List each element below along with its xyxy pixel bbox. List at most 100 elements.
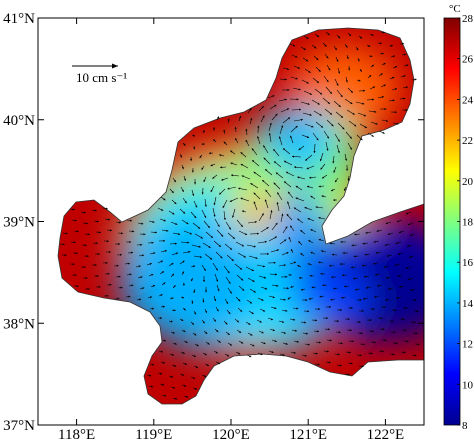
scale-vector: 10 cm s⁻¹: [72, 63, 127, 85]
current-vector-head-icon: [390, 44, 393, 47]
current-vector-head-icon: [297, 218, 300, 221]
current-vector-head-icon: [285, 226, 288, 229]
current-vector-head-icon: [210, 164, 213, 167]
current-vector-head-icon: [328, 68, 331, 71]
colorbar-tick-label: 22: [462, 135, 473, 147]
current-vector-head-icon: [268, 133, 271, 136]
current-vector-head-icon: [245, 128, 248, 131]
current-vector-head-icon: [225, 322, 228, 325]
current-vector-head-icon: [230, 150, 233, 153]
current-vector-head-icon: [373, 240, 376, 243]
current-vector-head-icon: [337, 150, 340, 154]
current-vector-head-icon: [107, 218, 110, 221]
current-vector-head-icon: [108, 250, 111, 254]
current-vector-head-icon: [94, 209, 97, 212]
current-vector-head-icon: [238, 299, 241, 302]
current-vector-head-icon: [236, 320, 239, 323]
current-vector-head-icon: [218, 340, 221, 343]
current-vector-head-icon: [213, 319, 216, 322]
current-vector-head-icon: [164, 394, 167, 397]
current-vector-head-icon: [286, 251, 289, 254]
current-vector-head-icon: [259, 320, 262, 323]
current-vector-head-icon: [384, 339, 387, 342]
current-vector-head-icon: [283, 264, 286, 267]
current-vector-head-icon: [162, 305, 165, 308]
current-vector-head-icon: [365, 231, 368, 234]
current-vector-head-icon: [106, 294, 109, 297]
current-vector-head-icon: [375, 122, 378, 125]
colorbar-tick-label: 12: [462, 339, 473, 351]
colorbar-tick-label: 16: [462, 257, 474, 269]
current-vector-head-icon: [215, 268, 218, 271]
current-vector-head-icon: [327, 328, 330, 331]
current-vector-head-icon: [207, 225, 210, 228]
current-vector-head-icon: [392, 55, 395, 58]
current-vector-head-icon: [359, 36, 363, 39]
current-vector-head-icon: [315, 352, 318, 355]
current-vector-head-icon: [361, 365, 364, 368]
current-vector-head-icon: [305, 332, 308, 335]
current-vector-head-icon: [397, 274, 400, 277]
current-vector-head-icon: [406, 245, 410, 248]
current-vector-head-icon: [240, 163, 243, 166]
current-vector-head-icon: [374, 295, 377, 298]
current-vector-head-icon: [344, 285, 347, 288]
current-vector-head-icon: [183, 308, 186, 311]
current-vector-head-icon: [297, 176, 300, 179]
current-vector-head-icon: [392, 353, 395, 356]
current-vector-head-icon: [414, 299, 417, 302]
current-vector-head-icon: [290, 135, 293, 138]
current-vector-head-icon: [288, 236, 291, 240]
current-vector-head-icon: [309, 274, 312, 277]
current-vector-head-icon: [284, 98, 287, 101]
current-vector-head-icon: [175, 222, 178, 225]
current-vector-head-icon: [403, 75, 406, 78]
current-vector-head-icon: [293, 207, 297, 210]
current-vector-head-icon: [276, 202, 279, 205]
current-vector-head-icon: [352, 112, 355, 115]
current-vector-head-icon: [174, 342, 177, 345]
current-vector-head-icon: [348, 351, 351, 354]
current-vector-head-icon: [174, 201, 177, 205]
current-vector-head-icon: [64, 254, 67, 257]
current-vector-head-icon: [394, 309, 397, 312]
current-vector-head-icon: [381, 96, 384, 99]
current-vector-head-icon: [308, 70, 311, 73]
current-vector-head-icon: [94, 263, 97, 267]
current-vector-head-icon: [251, 148, 254, 151]
colorbar-ticks: 8 10 12 14 16 18 20 22 24 26 28: [457, 13, 474, 432]
current-vector-head-icon: [399, 285, 402, 288]
current-vector-head-icon: [293, 261, 297, 264]
current-vector-head-icon: [192, 193, 195, 196]
colorbar-unit: °C: [449, 3, 461, 15]
current-vector-head-icon: [242, 288, 245, 291]
current-vector-head-icon: [270, 210, 273, 213]
current-vector-head-icon: [328, 361, 331, 364]
current-vector-head-icon: [321, 250, 324, 253]
current-vector-head-icon: [316, 330, 319, 333]
current-vector-head-icon: [287, 67, 290, 71]
current-vector-head-icon: [250, 333, 253, 336]
current-vector-head-icon: [346, 57, 349, 60]
current-vector-head-icon: [372, 98, 375, 101]
current-vector-head-icon: [105, 207, 108, 210]
current-vector-head-icon: [261, 331, 264, 334]
current-vector-head-icon: [358, 321, 361, 324]
current-vector-head-icon: [374, 110, 377, 113]
current-vector-head-icon: [290, 248, 293, 252]
current-vector-head-icon: [340, 240, 343, 243]
current-vector-head-icon: [275, 172, 279, 175]
current-vector-head-icon: [161, 271, 165, 274]
current-vector-head-icon: [415, 332, 418, 335]
current-vector-head-icon: [341, 296, 344, 299]
current-vector-head-icon: [309, 113, 312, 116]
current-vector-head-icon: [382, 131, 385, 134]
current-vector-head-icon: [127, 262, 130, 265]
current-vector-head-icon: [318, 69, 321, 72]
current-vector-head-icon: [182, 282, 185, 285]
current-vector-head-icon: [405, 108, 408, 112]
current-vector-head-icon: [359, 354, 362, 357]
current-vector-head-icon: [240, 341, 244, 344]
current-vector-head-icon: [319, 295, 322, 298]
current-vector-head-icon: [232, 215, 235, 218]
